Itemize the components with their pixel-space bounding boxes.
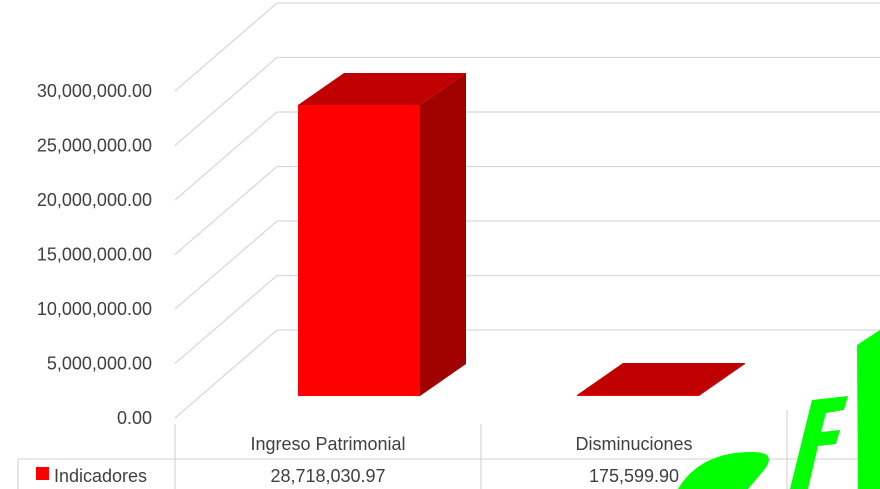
y-tick-label: 0.00 xyxy=(117,408,152,428)
data-label: 175,599.90 xyxy=(589,466,679,486)
bar-side-face xyxy=(699,363,745,396)
y-tick-label: 25,000,000.00 xyxy=(37,136,152,156)
watermark xyxy=(678,330,880,489)
watermark-stroke xyxy=(857,330,880,489)
bar xyxy=(298,72,466,397)
gridline-diagonal xyxy=(174,220,278,310)
series-name: Indicadores xyxy=(54,466,147,486)
bar-top-face xyxy=(577,363,745,395)
category-label: Ingreso Patrimonial xyxy=(250,434,405,454)
y-axis-ticks: 0.00 5,000,000.00 10,000,000.00 15,000,000.… xyxy=(37,81,152,428)
y-tick-label: 20,000,000.00 xyxy=(37,190,152,210)
legend-swatch xyxy=(36,467,49,480)
data-label: 28,718,030.97 xyxy=(270,466,385,486)
gridline-diagonal xyxy=(174,111,278,201)
gridline-diagonal xyxy=(174,329,278,419)
gridline-diagonal xyxy=(174,275,278,364)
y-tick-label: 10,000,000.00 xyxy=(37,299,152,319)
gridline-diagonal xyxy=(174,166,278,255)
bar xyxy=(577,363,745,396)
bar-front-face xyxy=(577,395,699,396)
bar-top-face xyxy=(298,72,466,105)
y-tick-label: 5,000,000.00 xyxy=(47,354,152,374)
gridline-diagonal xyxy=(174,57,278,146)
y-tick-label: 15,000,000.00 xyxy=(37,245,152,265)
watermark-stroke xyxy=(678,452,769,489)
watermark-stroke xyxy=(790,396,848,489)
bar-front-face xyxy=(298,104,420,397)
bars xyxy=(298,72,745,397)
bar-side-face xyxy=(420,72,466,397)
gridlines xyxy=(174,2,880,419)
category-label: Disminuciones xyxy=(575,434,692,454)
y-tick-label: 30,000,000.00 xyxy=(37,81,152,101)
gridline-diagonal xyxy=(174,2,278,92)
